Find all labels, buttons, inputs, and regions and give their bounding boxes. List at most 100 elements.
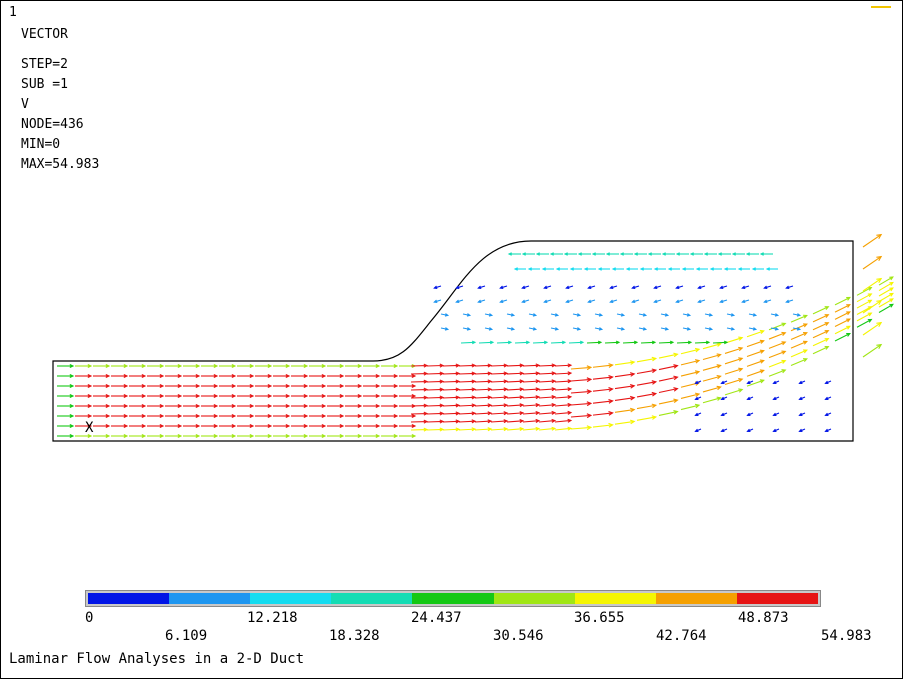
velocity-vector bbox=[57, 373, 75, 379]
velocity-vector bbox=[273, 373, 291, 379]
velocity-vector bbox=[724, 357, 744, 365]
velocity-vector bbox=[697, 299, 706, 304]
velocity-vector bbox=[746, 359, 765, 367]
velocity-vector bbox=[862, 299, 883, 314]
velocity-vector bbox=[237, 383, 255, 389]
velocity-vector bbox=[201, 393, 219, 399]
velocity-vector bbox=[746, 396, 754, 401]
velocity-vector bbox=[770, 313, 780, 317]
velocity-vector bbox=[75, 383, 93, 389]
legend-band-2 bbox=[250, 593, 332, 604]
velocity-vector bbox=[129, 403, 147, 409]
velocity-vector bbox=[93, 413, 111, 419]
velocity-vector bbox=[772, 380, 780, 385]
velocity-vector bbox=[255, 373, 273, 379]
velocity-vector bbox=[522, 387, 541, 392]
velocity-vector bbox=[726, 313, 736, 317]
velocity-vector bbox=[680, 392, 701, 399]
velocity-vector bbox=[689, 252, 703, 256]
velocity-vector bbox=[768, 369, 787, 377]
velocity-vector bbox=[720, 428, 728, 433]
velocity-vector bbox=[410, 387, 429, 392]
velocity-vector bbox=[709, 267, 722, 271]
corner-marker bbox=[871, 6, 891, 8]
velocity-vector bbox=[183, 363, 201, 369]
velocity-vector bbox=[147, 403, 165, 409]
velocity-vector bbox=[506, 379, 525, 384]
velocity-vector bbox=[834, 304, 851, 313]
velocity-vector bbox=[614, 419, 636, 425]
velocity-vector bbox=[682, 313, 692, 317]
legend-band-6 bbox=[574, 593, 656, 604]
velocity-vector bbox=[410, 379, 429, 384]
velocity-vector bbox=[785, 285, 794, 290]
velocity-vector bbox=[878, 303, 894, 313]
velocity-vector bbox=[856, 293, 873, 303]
velocity-vector bbox=[111, 363, 129, 369]
velocity-vector bbox=[458, 371, 477, 376]
velocity-vector bbox=[147, 383, 165, 389]
velocity-vector bbox=[680, 370, 701, 377]
velocity-vector bbox=[746, 339, 765, 348]
velocity-vector bbox=[522, 371, 541, 376]
velocity-vector bbox=[723, 267, 736, 271]
velocity-vector bbox=[237, 363, 255, 369]
velocity-vector bbox=[57, 433, 75, 439]
velocity-vector bbox=[381, 373, 399, 379]
velocity-vector bbox=[183, 403, 201, 409]
velocity-vector bbox=[291, 423, 309, 429]
velocity-vector bbox=[474, 403, 493, 408]
velocity-vector bbox=[129, 433, 147, 439]
origin-marker: X bbox=[85, 420, 94, 436]
velocity-vector bbox=[638, 313, 648, 317]
legend-label-top-1: 12.218 bbox=[247, 610, 298, 626]
velocity-vector bbox=[768, 350, 787, 359]
window-number: 1 bbox=[9, 5, 17, 20]
velocity-vector bbox=[474, 395, 493, 400]
velocity-vector bbox=[570, 377, 593, 383]
velocity-vector bbox=[399, 413, 417, 419]
velocity-vector bbox=[550, 327, 560, 331]
velocity-vector bbox=[111, 433, 129, 439]
velocity-vector bbox=[712, 340, 729, 345]
velocity-vector bbox=[554, 426, 573, 431]
velocity-vector bbox=[550, 340, 567, 345]
velocity-vector bbox=[719, 285, 728, 290]
velocity-vector bbox=[363, 373, 381, 379]
velocity-vector bbox=[682, 327, 692, 331]
velocity-vector bbox=[183, 393, 201, 399]
velocity-vector bbox=[798, 428, 806, 433]
velocity-vector bbox=[309, 403, 327, 409]
velocity-vector bbox=[93, 423, 111, 429]
velocity-vector bbox=[474, 371, 493, 376]
velocity-vector bbox=[291, 413, 309, 419]
velocity-vector bbox=[694, 428, 702, 433]
velocity-vector bbox=[675, 299, 684, 304]
velocity-vector bbox=[587, 299, 596, 304]
velocity-vector bbox=[790, 358, 808, 367]
velocity-vector bbox=[812, 346, 830, 355]
velocity-vector bbox=[521, 252, 535, 256]
velocity-vector bbox=[878, 276, 894, 286]
velocity-vector bbox=[255, 403, 273, 409]
velocity-vector bbox=[201, 433, 219, 439]
velocity-vector bbox=[554, 394, 573, 400]
velocity-vector bbox=[834, 318, 851, 328]
velocity-vector bbox=[442, 379, 461, 384]
velocity-vector bbox=[724, 378, 744, 386]
velocity-vector bbox=[93, 383, 111, 389]
velocity-vector bbox=[165, 433, 183, 439]
velocity-vector bbox=[543, 285, 552, 290]
velocity-vector bbox=[633, 252, 647, 256]
velocity-vector bbox=[219, 423, 237, 429]
velocity-vector bbox=[219, 403, 237, 409]
velocity-vector bbox=[201, 363, 219, 369]
velocity-vector bbox=[147, 433, 165, 439]
velocity-vector bbox=[219, 433, 237, 439]
velocity-vector bbox=[625, 267, 638, 271]
velocity-vector bbox=[563, 252, 577, 256]
velocity-vector bbox=[746, 369, 765, 377]
velocity-vector bbox=[506, 395, 525, 400]
